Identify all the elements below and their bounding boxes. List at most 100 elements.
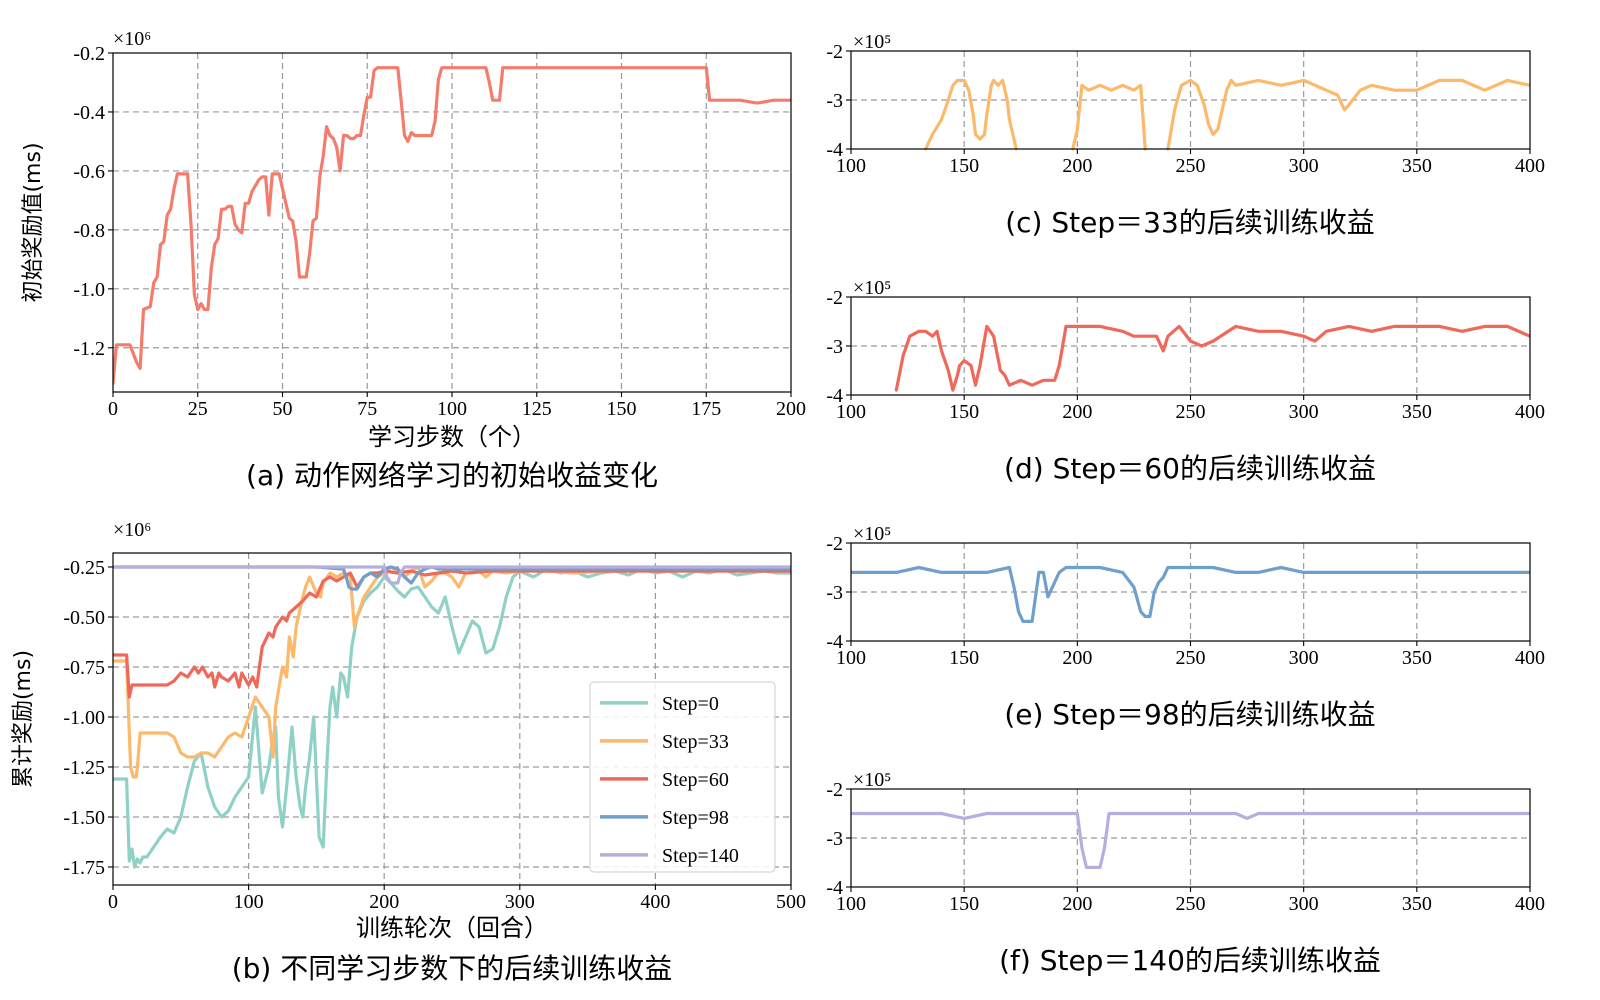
legend-entry: Step=33 (662, 731, 729, 753)
y-tick-label: -3 (826, 336, 843, 358)
y-tick-label: -4 (826, 139, 843, 161)
x-tick-label: 75 (357, 398, 377, 420)
y-tick-label: -0.2 (73, 43, 105, 65)
x-tick-label: 400 (1515, 401, 1545, 423)
axis-scale-label: ×10⁵ (853, 769, 891, 791)
y-tick-label: -1.50 (63, 807, 105, 829)
legend-entry: Step=98 (662, 807, 729, 829)
x-tick-label: 150 (607, 398, 637, 420)
x-tick-label: 250 (1176, 893, 1206, 915)
x-tick-label: 150 (949, 401, 979, 423)
chart-d: 100 150 200 250 300 350 400 -2 -3 -4 ×10⁵ (d) Step＝… (826, 277, 1545, 485)
legend-entry: Step=140 (662, 845, 739, 867)
x-tick-label: 400 (1515, 893, 1545, 915)
y-tick-label: -1.75 (63, 857, 105, 879)
chart-b: 0 100 200 300 400 500 -0.25 -0.50 -0.75 -1.00 -1.2… (11, 519, 806, 985)
x-tick-label: 500 (776, 891, 806, 913)
x-tick-label: 100 (437, 398, 467, 420)
axis-scale-label: ×10⁵ (853, 31, 891, 53)
axis-scale-label: ×10⁶ (113, 28, 151, 50)
x-tick-label: 0 (108, 398, 118, 420)
axis-scale-label: ×10⁵ (853, 277, 891, 299)
y-axis-label: 累计奖励(ms) (11, 650, 36, 788)
axis-scale-label: ×10⁵ (853, 523, 891, 545)
x-tick-label: 150 (949, 647, 979, 669)
x-tick-label: 300 (505, 891, 535, 913)
x-tick-label: 25 (188, 398, 208, 420)
series-line-c-1-seg1 (924, 78, 1018, 151)
y-tick-label: -0.50 (63, 607, 105, 629)
x-tick-label: 100 (836, 893, 866, 915)
series-line-e-1 (851, 565, 1530, 623)
y-tick-label: -1.2 (73, 338, 105, 360)
x-tick-label: 175 (691, 398, 721, 420)
x-tick-label: 350 (1402, 401, 1432, 423)
chart-caption: (a) 动作网络学习的初始收益变化 (246, 459, 658, 492)
chart-e: 100 150 200 250 300 350 400 -2 -3 -4 ×10⁵ (e) Step＝… (826, 523, 1545, 731)
y-tick-label: -3 (826, 90, 843, 112)
y-tick-label: -2 (826, 533, 843, 555)
x-tick-label: 200 (1062, 155, 1092, 177)
y-tick-label: -4 (826, 631, 843, 653)
legend-entry: Step=60 (662, 769, 729, 791)
x-tick-label: 200 (1062, 647, 1092, 669)
x-tick-label: 350 (1402, 647, 1432, 669)
y-axis-label: 初始奖励值(ms) (21, 142, 46, 302)
chart-caption: (c) Step＝33的后续训练收益 (1005, 206, 1375, 239)
y-tick-label: -0.4 (73, 102, 105, 124)
y-tick-label: -1.0 (73, 279, 105, 301)
y-tick-label: -3 (826, 828, 843, 850)
legend: Step=0 Step=33 Step=60 Step=98 Step=140 (589, 681, 776, 873)
chart-c: 100 150 200 250 300 350 400 -2 -3 -4 ×10⁵ (c) Step＝… (826, 31, 1545, 239)
y-tick-label: -4 (826, 877, 843, 899)
x-tick-label: 250 (1176, 155, 1206, 177)
chart-caption: (b) 不同学习步数下的后续训练收益 (232, 952, 673, 985)
x-tick-label: 400 (1515, 155, 1545, 177)
series-line-b-5 (113, 565, 791, 585)
axis-scale-label: ×10⁶ (113, 519, 151, 541)
x-tick-label: 400 (1515, 647, 1545, 669)
series-line-d-1 (894, 324, 1530, 392)
x-tick-label: 400 (640, 891, 670, 913)
x-tick-label: 100 (234, 891, 264, 913)
plot-frame (112, 552, 792, 886)
x-tick-label: 100 (836, 647, 866, 669)
y-tick-label: -2 (826, 287, 843, 309)
chart-f: 100 150 200 250 300 350 400 -2 -3 -4 ×10⁵ (f) Step＝… (826, 769, 1545, 977)
x-axis-label: 训练轮次（回合） (356, 914, 548, 942)
y-tick-label: -1.25 (63, 757, 105, 779)
x-tick-label: 200 (1062, 893, 1092, 915)
x-tick-label: 100 (836, 155, 866, 177)
x-tick-label: 200 (369, 891, 399, 913)
y-tick-label: -2 (826, 779, 843, 801)
y-tick-label: -1.00 (63, 707, 105, 729)
y-tick-label: -3 (826, 582, 843, 604)
series-line-c-1-seg3 (1166, 78, 1530, 151)
legend-box (589, 681, 776, 873)
x-tick-label: 100 (836, 401, 866, 423)
legend-entry: Step=0 (662, 693, 719, 715)
series-line-b-3 (113, 569, 791, 699)
y-tick-label: -0.6 (73, 161, 105, 183)
series-line-c-1-seg2 (1071, 83, 1147, 151)
x-tick-label: 150 (949, 155, 979, 177)
x-tick-label: 300 (1289, 155, 1319, 177)
series-line-a-1 (113, 66, 791, 385)
y-tick-label: -2 (826, 41, 843, 63)
y-tick-label: -0.25 (63, 557, 105, 579)
x-tick-label: 125 (522, 398, 552, 420)
x-tick-label: 300 (1289, 647, 1319, 669)
chart-caption: (f) Step＝140的后续训练收益 (999, 944, 1381, 977)
x-tick-label: 250 (1176, 647, 1206, 669)
x-tick-label: 350 (1402, 155, 1432, 177)
x-tick-label: 50 (273, 398, 293, 420)
chart-a: 0 25 50 75 100 125 150 175 200 -0.2 -0.4 -0.6 -0.8 -1… (21, 28, 806, 492)
chart-caption: (e) Step＝98的后续训练收益 (1004, 698, 1375, 731)
x-tick-label: 200 (776, 398, 806, 420)
chart-caption: (d) Step＝60的后续训练收益 (1004, 452, 1376, 485)
x-tick-label: 250 (1176, 401, 1206, 423)
y-tick-label: -0.8 (73, 220, 105, 242)
y-tick-label: -0.75 (63, 657, 105, 679)
x-tick-label: 200 (1062, 401, 1092, 423)
